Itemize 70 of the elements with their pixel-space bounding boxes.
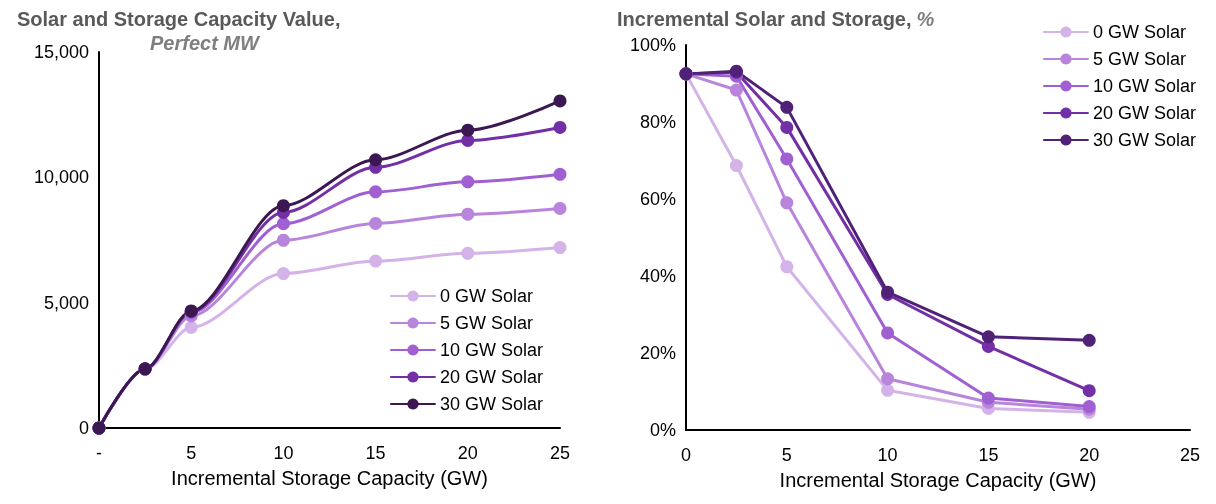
chart-subtitle: Perfect MW [150, 32, 262, 54]
y-tick-label: 80% [639, 112, 676, 132]
legend-label: 5 GW Solar [1092, 49, 1186, 69]
legend-label: 10 GW Solar [1092, 76, 1197, 96]
point [369, 185, 383, 199]
y-tick-label: 0% [649, 420, 676, 440]
x-axis-title: Incremental Storage Capacity (GW) [171, 467, 488, 489]
legend-label: 0 GW Solar [1092, 22, 1186, 42]
y-tick-label: 10,000 [33, 167, 89, 188]
y-tick-label: 40% [639, 266, 676, 286]
point [780, 260, 794, 274]
point [553, 167, 567, 181]
y-tick-label: 100% [629, 35, 676, 55]
legend-label: 20 GW Solar [1092, 103, 1197, 123]
point [553, 94, 567, 108]
y-tick-label: 0 [78, 418, 89, 438]
x-tick-label: 5 [781, 445, 792, 465]
point [881, 383, 895, 397]
legend-label: 30 GW Solar [1092, 130, 1197, 150]
point [369, 216, 383, 230]
point [184, 320, 198, 334]
point [553, 201, 567, 215]
legend-label: 5 GW Solar [439, 313, 533, 333]
point [276, 267, 290, 281]
point [369, 254, 383, 268]
chart-title: Incremental Solar and Storage, [617, 8, 912, 30]
point [369, 153, 383, 167]
point [276, 199, 290, 213]
x-tick-label: 10 [273, 443, 294, 463]
x-tick-label: 0 [680, 445, 692, 465]
point [461, 123, 475, 137]
legend-label: 20 GW Solar [439, 367, 544, 387]
legend-label: 10 GW Solar [439, 340, 544, 360]
y-tick-label: 5,000 [43, 292, 89, 313]
point [553, 241, 567, 255]
x-tick-label: 10 [877, 445, 898, 465]
point [881, 372, 895, 386]
point [780, 152, 794, 166]
chart-subtitle: % [916, 8, 935, 30]
x-tick-label: - [96, 443, 102, 463]
x-tick-label: 20 [457, 443, 478, 463]
point [276, 217, 290, 231]
point [780, 100, 794, 114]
point [1082, 384, 1096, 398]
point [729, 83, 743, 97]
point [780, 196, 794, 210]
point [461, 175, 475, 189]
point [780, 120, 794, 134]
x-tick-label: 25 [1179, 445, 1201, 465]
point [729, 159, 743, 172]
point [276, 233, 290, 247]
point [461, 207, 475, 221]
x-axis-title: Incremental Storage Capacity (GW) [779, 469, 1097, 491]
point [881, 326, 895, 340]
chart-title: Solar and Storage Capacity Value, [17, 8, 341, 30]
x-tick-label: 5 [186, 443, 197, 463]
x-tick-label: 15 [365, 443, 386, 463]
y-tick-label: 20% [639, 343, 676, 363]
point [981, 391, 995, 405]
point [1082, 333, 1096, 347]
x-tick-label: 25 [549, 443, 571, 463]
point [553, 120, 567, 134]
legend-label: 0 GW Solar [439, 286, 533, 306]
x-tick-label: 15 [978, 445, 999, 465]
y-tick-label: 60% [639, 189, 676, 209]
point [461, 246, 475, 260]
legend-label: 30 GW Solar [439, 394, 544, 414]
point [981, 330, 995, 344]
x-tick-label: 20 [1079, 445, 1100, 465]
y-tick-label: 15,000 [33, 42, 89, 62]
